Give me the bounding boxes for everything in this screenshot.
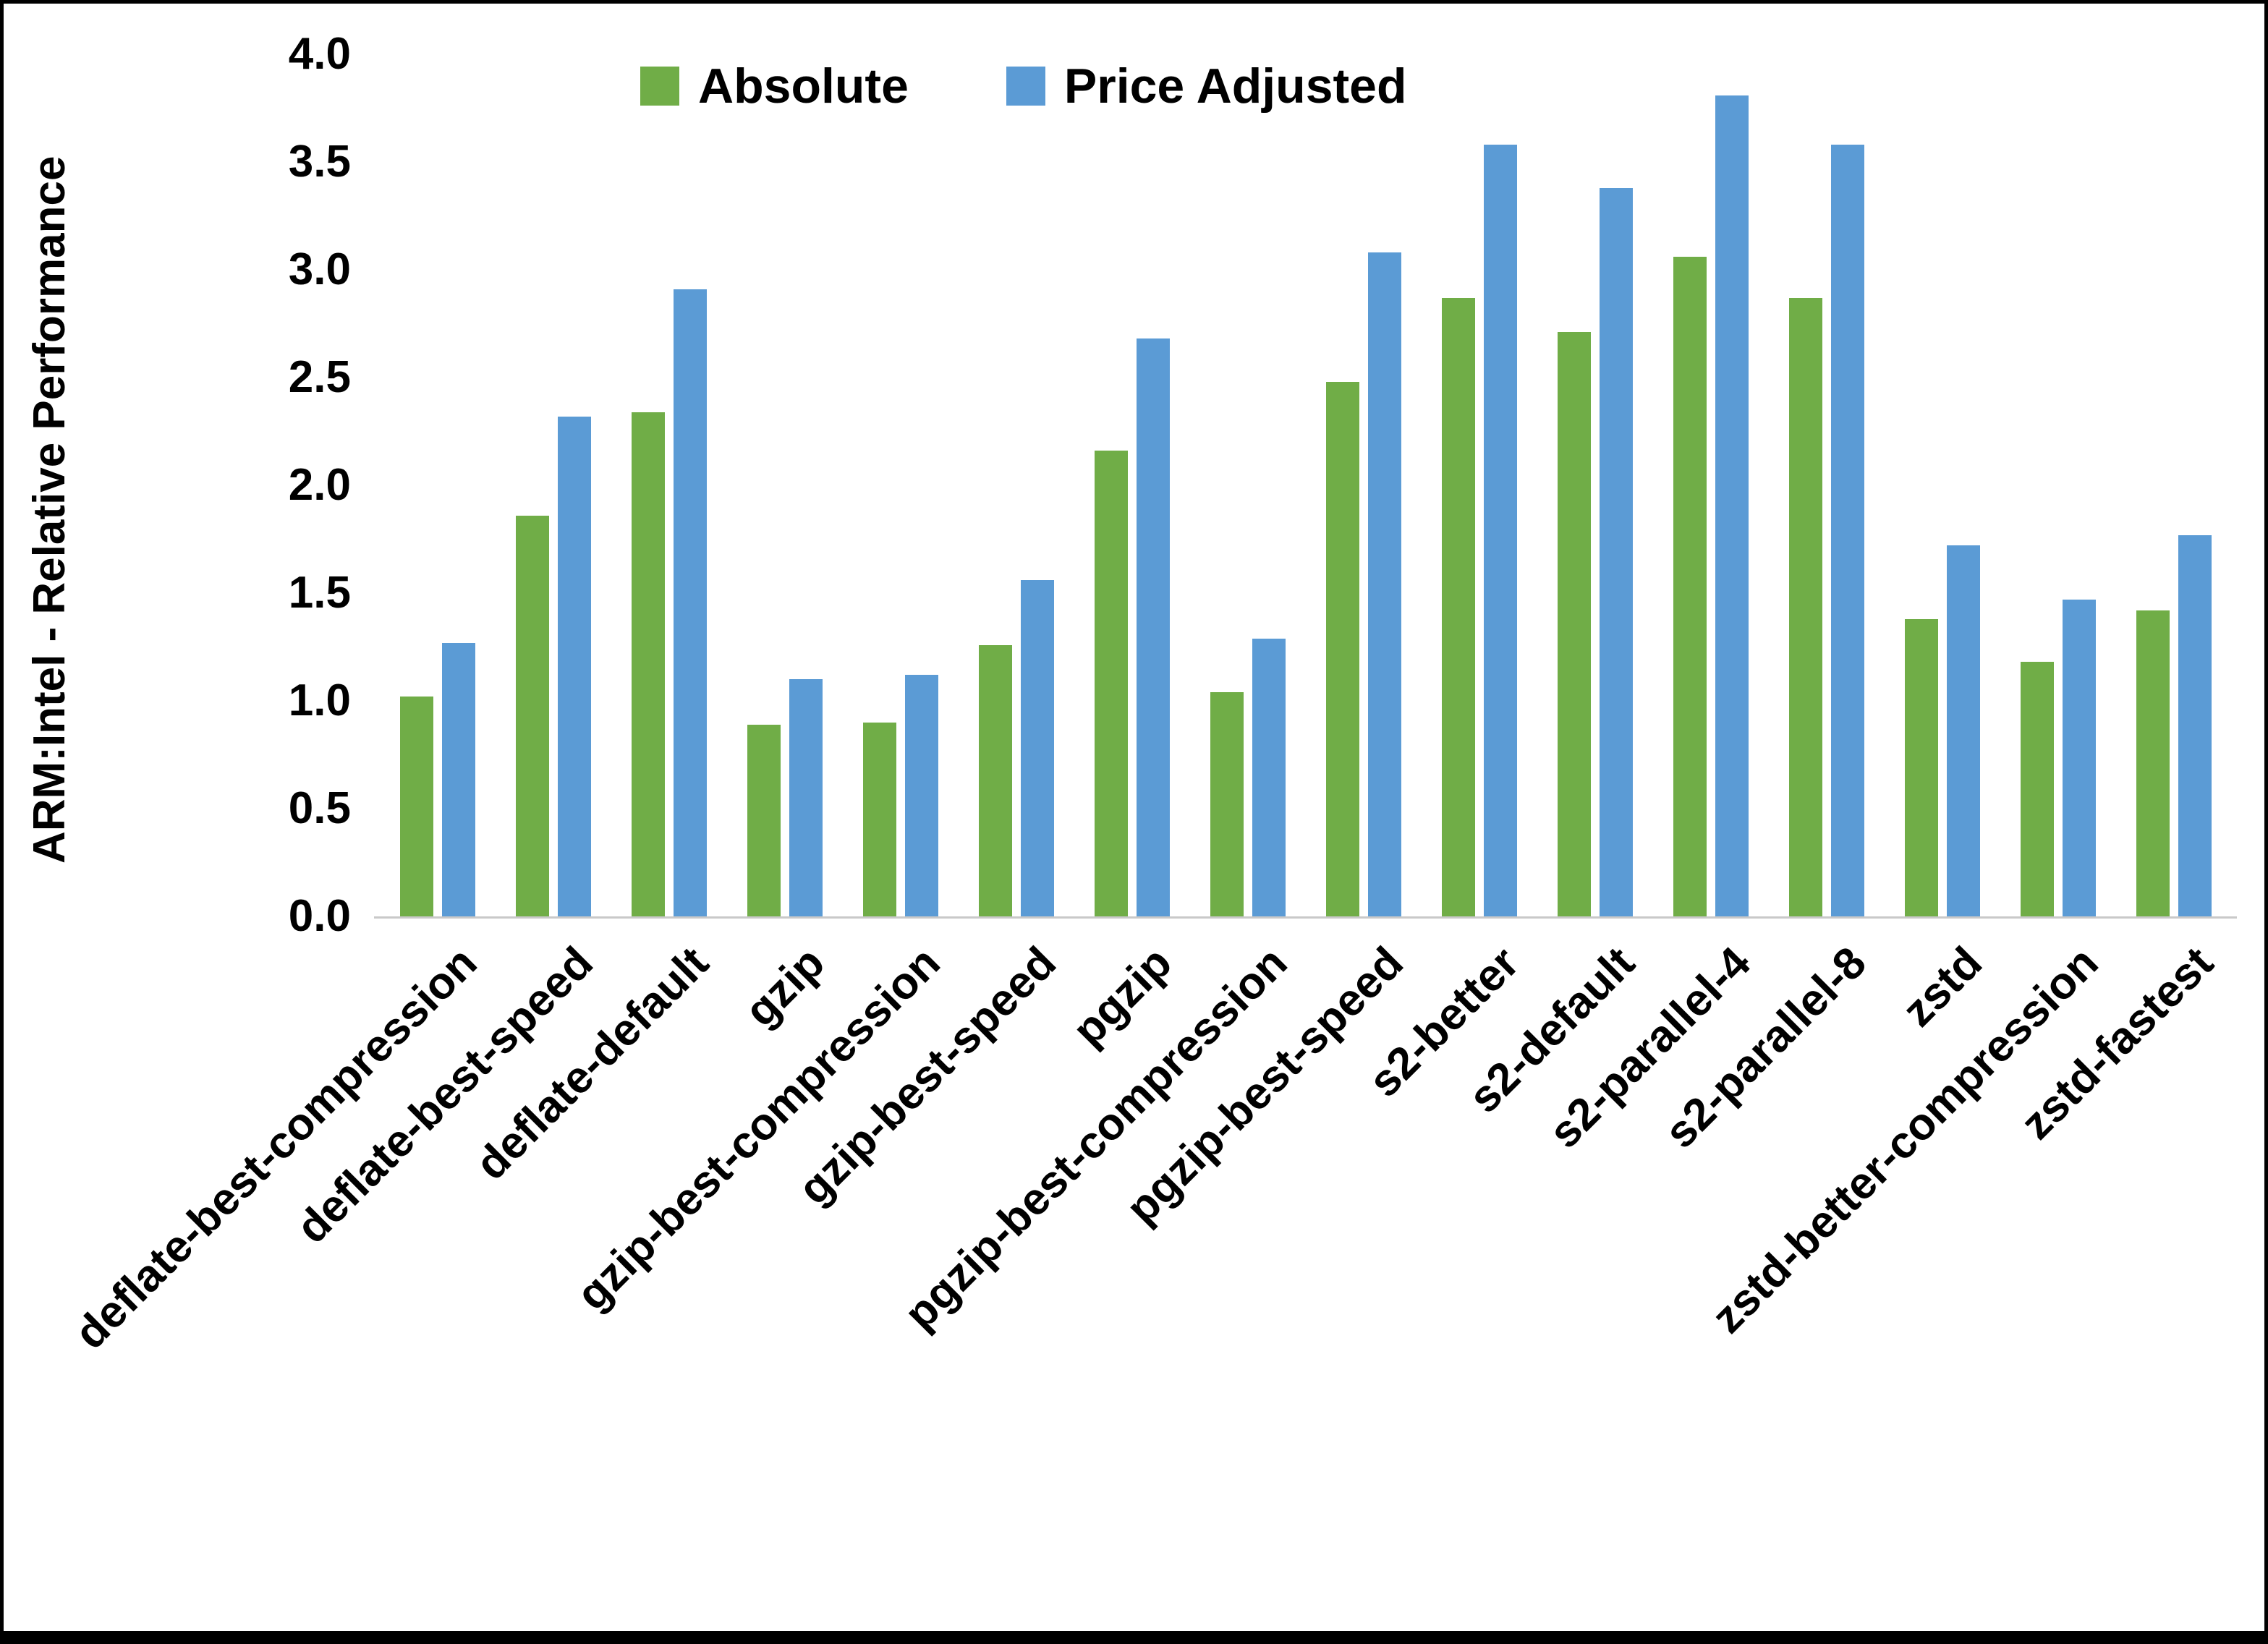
bar-absolute [1673,257,1707,916]
bar-absolute [979,644,1012,916]
y-axis-tick-label: 2.0 [288,460,351,510]
bar-group [1653,54,1769,916]
bar-group [843,54,959,916]
bar-price-adjusted [674,289,707,916]
bar-price-adjusted [905,675,938,916]
bar-group [727,54,843,916]
y-axis-tick-label: 3.5 [288,137,351,187]
bar-price-adjusted [1600,187,1633,916]
bar-absolute [1210,692,1244,916]
x-axis-label: zstd [1893,937,1992,1036]
bar-group [1769,54,1885,916]
bar-price-adjusted [442,642,475,916]
x-axis-label: s2-parallel-8 [1655,937,1877,1158]
bar-absolute [1326,381,1359,916]
bar-group [1074,54,1190,916]
bar-absolute [632,412,665,916]
bar-price-adjusted [1484,145,1517,916]
y-axis-tick-label: 1.0 [288,676,351,725]
y-axis-tick-label: 3.0 [288,244,351,294]
bar-price-adjusted [1137,338,1170,916]
legend-item: Absolute [640,61,909,111]
bar-absolute [2021,662,2054,916]
legend-label: Absolute [698,59,909,114]
bar-group [496,54,611,916]
bar-group [1885,54,2000,916]
bar-price-adjusted [1831,145,1864,916]
bar-price-adjusted [1368,252,1401,916]
bar-price-adjusted [789,679,823,916]
bar-group [1306,54,1422,916]
x-axis-labels: deflate-best-compression deflate-best-spe… [66,937,2232,1553]
bar-group [2116,54,2232,916]
y-axis-tick-label: 1.5 [288,568,351,618]
x-axis-label: s2-parallel-4 [1539,937,1761,1158]
y-axis-tick-label: 4.0 [288,29,351,79]
bar-group [1190,54,1306,916]
bar-absolute [863,722,896,916]
bar-absolute [1558,332,1591,916]
bar-absolute [2136,610,2170,916]
legend-label: Price Adjusted [1063,59,1407,114]
legend-item: Price Adjusted [1006,61,1407,111]
legend: Absolute Price Adjusted [640,61,1407,111]
bar-absolute [1905,618,1938,916]
legend-swatch-icon [640,67,679,106]
bar-price-adjusted [1715,95,1749,916]
y-axis-tick-label: 0.0 [288,891,351,941]
plot-area [380,54,2232,916]
bar-absolute [516,515,549,916]
bar-absolute [1789,297,1822,916]
bar-group [959,54,1074,916]
bar-price-adjusted [558,416,591,916]
bar-price-adjusted [1252,638,1286,916]
bar-absolute [400,697,433,916]
x-axis-line [374,916,2237,919]
y-axis-tick-label: 2.5 [288,352,351,402]
bar-price-adjusted [2063,599,2096,916]
legend-swatch-icon [1006,67,1045,106]
bar-group [1422,54,1537,916]
bar-price-adjusted [1947,545,1980,916]
bar-absolute [1095,451,1128,916]
bar-group [2000,54,2116,916]
bar-group [380,54,496,916]
bar-absolute [747,724,781,916]
bar-group [1537,54,1653,916]
bar-absolute [1442,297,1475,916]
bar-group [611,54,727,916]
x-axis-label: gzip [735,937,835,1036]
y-axis-tick-label: 0.5 [288,783,351,833]
bar-price-adjusted [2178,534,2212,916]
bar-price-adjusted [1021,580,1054,916]
y-axis-ticks: 0.0 0.5 1.0 1.5 2.0 2.5 3.0 3.5 4.0 [4,32,362,939]
